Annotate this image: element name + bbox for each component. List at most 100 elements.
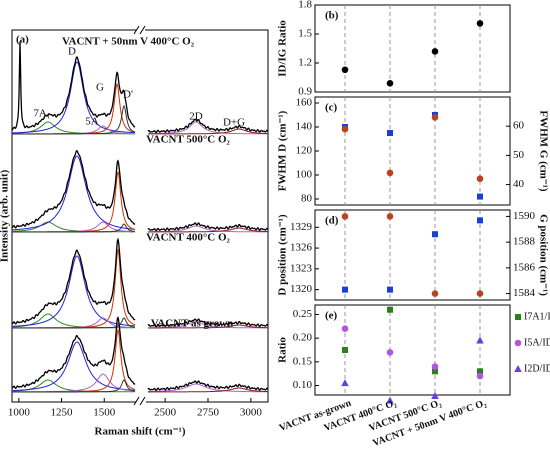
fit-curve [12,328,136,393]
legend-marker [514,365,522,372]
y-tick-label: 100 [296,169,313,181]
point [476,372,484,380]
y-tick-label: 80 [301,193,313,205]
x-tick-label: 1500 [93,407,116,419]
panel-title: (b) [325,10,339,22]
panel-frame [314,96,511,206]
annotation: D [68,46,76,58]
point [476,175,484,183]
x-axis-label: Raman shift (cm⁻¹) [95,426,186,438]
y2-tick-label: 1586 [513,261,536,273]
fit-curve [147,321,268,329]
spectra [11,41,269,393]
spectrum [11,316,136,390]
fit-curve [12,248,136,329]
y-tick-label: 160 [296,97,313,109]
point [386,213,394,220]
fit-curve [12,121,135,135]
x-tick-label: 2500 [154,407,177,419]
panel-title: (a) [16,34,29,46]
point [431,363,439,370]
y2-axis-label: G position (cm⁻¹) [537,214,549,296]
fit-curve [12,61,136,134]
point [386,169,394,177]
axis-break-gap [136,398,146,406]
point [342,286,348,293]
point [431,290,439,297]
fit-curve [148,227,268,233]
x-tick-label: 2750 [197,407,220,419]
fit-curve [12,313,135,329]
y2-tick-label: 40 [513,178,525,190]
annotation: D' [123,89,133,101]
y-tick-label: 140 [296,121,313,133]
fit-curve [148,324,268,329]
fit-curve [148,383,268,393]
fit-curve [12,341,136,392]
annotation: 2D [189,111,203,123]
y-tick-label: 1329 [290,221,313,233]
spectrum [147,380,269,392]
point [387,286,393,293]
annotation: VACNT as grown [151,318,234,330]
annotation: 5A [85,116,99,128]
point [476,290,484,297]
fit-curve [148,121,268,135]
y-tick-label: 1.8 [298,0,312,11]
y-tick-label: 1.2 [298,57,312,69]
point [342,347,348,353]
y-tick-label: 0.10 [293,379,313,391]
point [386,396,394,404]
annotation: 7A₁ [33,108,50,120]
legend-marker [515,314,521,320]
point [431,48,439,55]
y-axis-label: FWHM D (cm⁻¹) [277,110,289,191]
fit-curve [148,128,269,135]
axis-break-top [133,25,146,35]
spectrum [147,118,269,134]
point [431,114,439,121]
fit-curve [147,225,268,233]
legend-label: I7A1/ID [524,311,550,322]
y-axis-label: Ratio [277,337,289,363]
point [477,193,483,200]
fit-curve [12,255,135,327]
spectrum [11,41,136,131]
panel-frame [314,304,511,396]
annotation: VACNT 500°C O₂ [146,134,230,146]
point [386,80,394,87]
point [341,213,349,220]
point [476,336,484,344]
spectrum [147,318,269,328]
y-tick-label: 0.20 [293,332,313,344]
point [476,20,484,27]
fit-curve [12,223,135,233]
y-tick-label: 0.15 [293,355,313,367]
y2-tick-label: 1590 [513,210,536,222]
fit-curve [148,387,268,393]
x-tick-label: 1250 [51,407,74,419]
y2-tick-label: 60 [513,120,525,132]
x-tick-label: 3000 [240,407,263,419]
y-axis-label: ID/IG Ratio [277,20,289,77]
y-tick-label: 1.5 [298,28,312,40]
panel-title: (c) [325,102,338,114]
point [387,306,393,313]
point [431,391,439,399]
point [341,325,349,332]
y2-tick-label: 1588 [513,236,536,248]
point [386,349,394,356]
y2-axis-label: FWHM G (cm⁻¹) [537,110,549,192]
annotation: VACNT 400°C O₂ [146,232,230,244]
point [387,130,393,136]
panel-frame [314,209,511,301]
y-tick-label: 120 [296,145,313,157]
break-gaps [137,26,145,34]
point [341,66,349,74]
legend-label: I2D/ID [524,363,550,374]
spectrum [11,150,136,229]
annotation: G [96,82,104,94]
panel-frame [314,4,511,93]
panel-title: (e) [325,310,338,322]
